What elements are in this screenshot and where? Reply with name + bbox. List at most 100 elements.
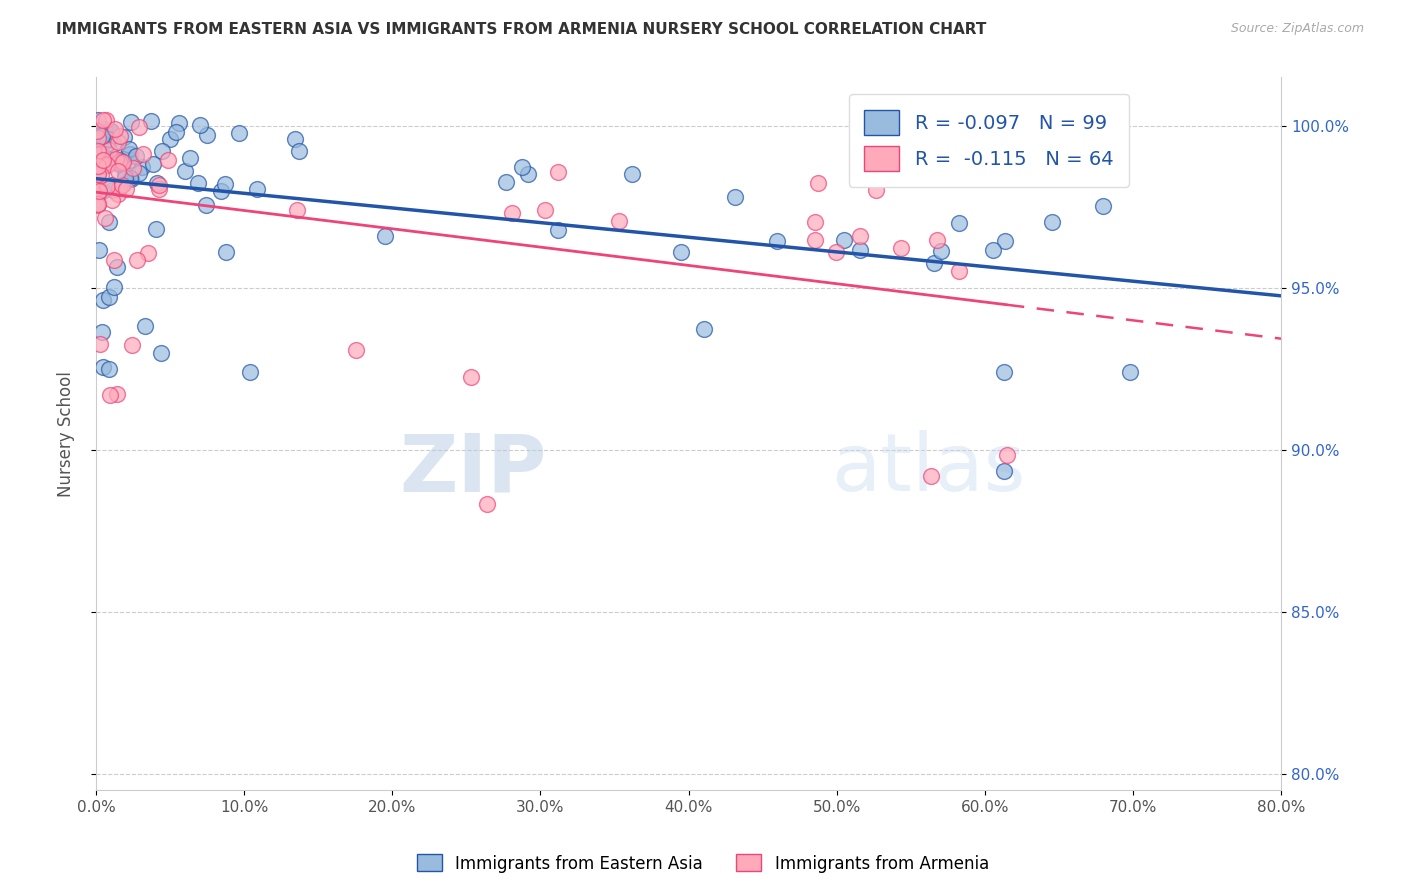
Point bbox=[87, 197, 110, 211]
Point bbox=[98, 126, 121, 140]
Point bbox=[142, 157, 165, 171]
Legend: R = -0.097   N = 99, R =  -0.115   N = 64: R = -0.097 N = 99, R = -0.115 N = 64 bbox=[849, 95, 1129, 187]
Point bbox=[86, 159, 108, 173]
Point bbox=[284, 131, 307, 145]
Point bbox=[107, 163, 129, 178]
Point bbox=[931, 244, 953, 258]
Point bbox=[112, 177, 135, 191]
Point bbox=[374, 229, 396, 244]
Point bbox=[93, 141, 115, 155]
Point bbox=[108, 154, 131, 169]
Point bbox=[146, 176, 169, 190]
Point bbox=[89, 158, 111, 172]
Point bbox=[475, 498, 498, 512]
Point bbox=[87, 184, 110, 198]
Point bbox=[131, 147, 153, 161]
Point bbox=[96, 112, 118, 127]
Point bbox=[87, 165, 110, 179]
Point bbox=[111, 152, 134, 166]
Point bbox=[90, 326, 112, 340]
Point bbox=[97, 155, 120, 169]
Point bbox=[994, 234, 1017, 248]
Point bbox=[197, 128, 219, 142]
Point bbox=[128, 166, 150, 180]
Point bbox=[101, 178, 124, 192]
Point bbox=[100, 193, 122, 207]
Point bbox=[865, 183, 887, 197]
Point bbox=[141, 114, 163, 128]
Point bbox=[112, 129, 135, 144]
Point bbox=[157, 153, 180, 167]
Point bbox=[118, 142, 141, 156]
Point bbox=[93, 134, 115, 148]
Point bbox=[128, 120, 150, 134]
Point bbox=[98, 388, 121, 402]
Point bbox=[214, 177, 236, 191]
Point bbox=[188, 118, 211, 132]
Point bbox=[87, 112, 110, 127]
Point bbox=[134, 318, 156, 333]
Point bbox=[165, 125, 187, 139]
Point bbox=[103, 183, 125, 197]
Text: Source: ZipAtlas.com: Source: ZipAtlas.com bbox=[1230, 22, 1364, 36]
Point bbox=[724, 190, 747, 204]
Point bbox=[96, 137, 118, 152]
Point bbox=[98, 362, 121, 376]
Point bbox=[87, 197, 110, 211]
Point bbox=[114, 171, 136, 186]
Point bbox=[97, 132, 120, 146]
Point bbox=[107, 157, 129, 171]
Point bbox=[93, 153, 115, 167]
Point bbox=[86, 160, 108, 174]
Point bbox=[97, 155, 120, 169]
Point bbox=[127, 253, 149, 268]
Point bbox=[1040, 215, 1063, 229]
Point bbox=[995, 448, 1018, 462]
Point bbox=[948, 216, 970, 230]
Point bbox=[89, 337, 111, 351]
Point bbox=[948, 264, 970, 278]
Point bbox=[100, 123, 122, 137]
Point bbox=[495, 175, 517, 189]
Point bbox=[114, 168, 136, 182]
Point bbox=[89, 147, 111, 161]
Point bbox=[114, 182, 136, 196]
Point bbox=[107, 186, 129, 201]
Point bbox=[87, 243, 110, 257]
Point bbox=[103, 253, 125, 268]
Point bbox=[93, 126, 115, 140]
Point bbox=[981, 243, 1004, 257]
Point bbox=[501, 205, 523, 219]
Point bbox=[621, 168, 644, 182]
Point bbox=[169, 116, 191, 130]
Point bbox=[228, 126, 250, 140]
Point bbox=[86, 131, 108, 145]
Point bbox=[890, 241, 912, 255]
Point bbox=[94, 137, 117, 152]
Legend: Immigrants from Eastern Asia, Immigrants from Armenia: Immigrants from Eastern Asia, Immigrants… bbox=[411, 847, 995, 880]
Point bbox=[87, 144, 110, 158]
Point bbox=[125, 148, 148, 162]
Point bbox=[209, 184, 232, 198]
Point bbox=[510, 160, 533, 174]
Point bbox=[122, 161, 145, 176]
Point bbox=[346, 343, 368, 357]
Point bbox=[174, 163, 197, 178]
Point bbox=[118, 153, 141, 168]
Point bbox=[105, 153, 128, 168]
Point bbox=[96, 157, 118, 171]
Point bbox=[120, 115, 142, 129]
Point bbox=[103, 280, 125, 294]
Point bbox=[121, 338, 143, 352]
Point bbox=[98, 290, 121, 304]
Point bbox=[150, 346, 173, 360]
Point bbox=[91, 293, 114, 307]
Point bbox=[920, 469, 942, 483]
Point bbox=[848, 243, 870, 257]
Point bbox=[91, 159, 114, 173]
Point bbox=[101, 137, 124, 152]
Point bbox=[148, 181, 170, 195]
Point bbox=[215, 245, 238, 260]
Point bbox=[832, 233, 855, 247]
Point bbox=[86, 180, 108, 194]
